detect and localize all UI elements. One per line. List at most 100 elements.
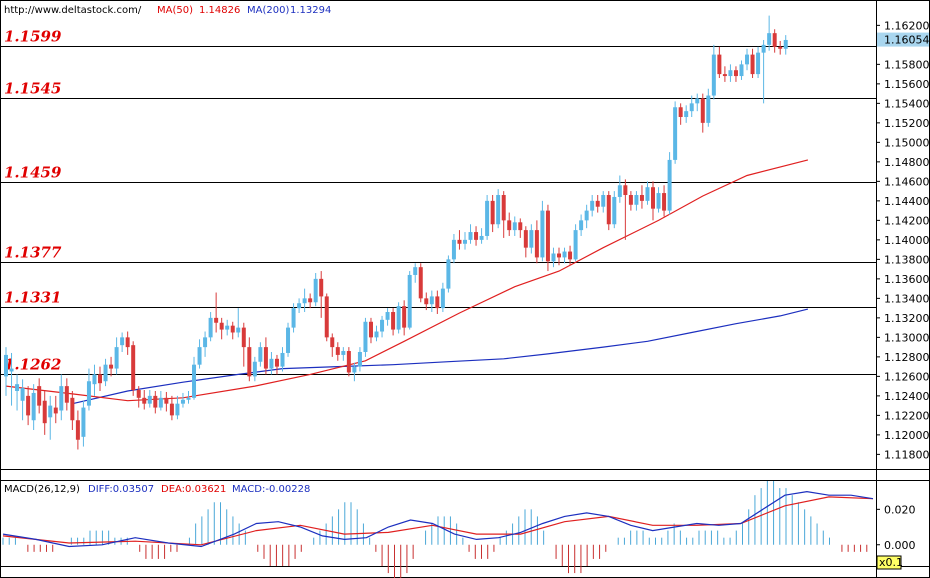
price-tick-label: 1.12600 [884,370,930,383]
current-price-badge [877,32,929,47]
candle-body [496,195,501,225]
candle-body [435,296,440,309]
candle-body [617,185,622,197]
macd-tick-label: 0.000 [884,539,916,552]
candle-body [402,306,407,328]
candle-body [595,200,600,207]
candle-body [208,317,213,338]
candle-body [485,200,490,236]
candle-body [645,187,650,201]
candle-body [86,381,91,406]
macd-value: MACD:-0.00228 [232,484,310,495]
candle-body [584,210,589,221]
candle-body [147,395,152,404]
candle-body [451,239,456,260]
support-resistance-levels: 1.1599 1.1545 1.1459 1.1377 1.1331 1.1262 [0,28,876,375]
candle-body [92,374,97,385]
candle-body [158,397,163,408]
candle-body [346,351,351,373]
ma50-label: MA(50) [157,5,193,16]
candle-body [26,395,31,416]
candle-body [374,331,379,338]
candle-body [651,187,656,209]
candle-body [98,374,103,384]
candle-body [750,54,755,75]
macd-axis: 0.020 0.000 x0.1 [876,503,916,570]
price-tick-label: 1.12200 [884,409,930,422]
candle-body [330,337,335,348]
candle-body [667,159,672,211]
candle-body [446,259,451,289]
site-url: http://www.deltastock.com/ [4,5,142,16]
candle-body [280,352,285,367]
price-tick-label: 1.12400 [884,390,930,403]
candle-body [540,210,545,258]
price-axis: 1.16200 1.15800 1.15600 1.15400 1.15200 1.150… [876,19,930,461]
candle-body [192,364,197,398]
candle-body [413,267,418,275]
scale-badge-label: x0.1 [879,556,903,569]
candle-body [53,407,58,414]
price-tick-label: 1.14800 [884,156,930,169]
candle-body [258,347,263,362]
candle-body [308,298,313,303]
candle-body [474,232,479,240]
price-tick-label: 1.14600 [884,175,930,188]
candle-body [722,74,727,77]
ma200-value: 1.13294 [290,5,331,16]
candle-body [219,322,224,330]
ma200-label: MA(200) [247,5,289,16]
candle-body [529,230,534,248]
ma200-line [72,308,809,405]
candle-body [4,354,8,377]
candle-body [391,312,396,330]
candle-body [274,358,279,367]
candle-body [711,54,716,96]
price-tick-label: 1.11800 [884,448,930,461]
candle-body [501,195,506,221]
price-tick-label: 1.14200 [884,214,930,227]
candle-body [64,386,69,403]
price-tick-label: 1.13600 [884,273,930,286]
candle-body [75,420,80,440]
candle-body [568,251,573,260]
candle-body [324,296,329,338]
candle-body [678,107,683,118]
candle-body [37,386,42,406]
candle-body [125,337,130,348]
candle-body [180,399,185,404]
candle-body [695,98,700,104]
candle-body [164,397,169,404]
candle-body [175,403,180,416]
candle-body [153,395,158,408]
candle-body [357,351,362,367]
level-label: 1.1331 [4,289,61,307]
candle-body [363,321,368,352]
price-tick-label: 1.13000 [884,331,930,344]
candle-body [733,70,738,77]
candle-body [756,52,761,75]
candle-body [557,253,561,258]
price-tick-label: 1.15600 [884,78,930,91]
candle-body [302,298,307,304]
candle-body [313,278,318,303]
candle-body [297,303,302,309]
level-label: 1.1377 [4,244,62,262]
candle-body [612,196,617,225]
candle-body [462,239,467,244]
candle-body [739,64,744,77]
candle-body [59,386,64,411]
candle-body [628,195,633,205]
candle-body [225,325,230,330]
price-tick-label: 1.12000 [884,429,930,442]
price-tick-label: 1.12800 [884,351,930,364]
candle-body [673,107,678,160]
candle-body [545,210,550,262]
candle-body [186,397,191,400]
candle-body [601,195,606,207]
price-tick-label: 1.15400 [884,97,930,110]
candle-body [15,384,20,391]
candle-body [717,54,722,75]
candle-body [380,319,385,332]
